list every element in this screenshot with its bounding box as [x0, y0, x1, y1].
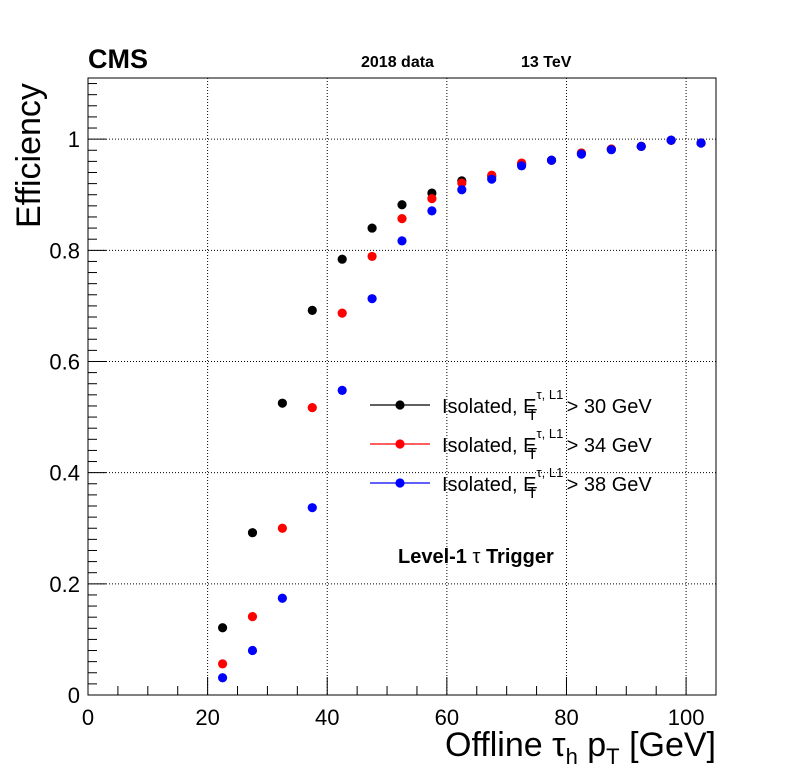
legend-marker	[395, 400, 405, 410]
series-3-point	[247, 645, 258, 656]
legend-label: Isolated, Eτ, L1 T > 34 GeV	[442, 426, 652, 463]
y-tick-label: 0.2	[49, 572, 80, 597]
series-1-point	[397, 200, 407, 210]
series-2-point	[247, 612, 258, 622]
x-tick-label: 100	[668, 705, 705, 730]
series-1-point	[307, 305, 317, 315]
x-tick-label: 60	[435, 705, 459, 730]
plot-frame	[87, 77, 717, 696]
series-2-point	[367, 251, 377, 262]
grid-lines	[88, 78, 716, 695]
series-3-point	[666, 135, 676, 145]
y-tick-label: 0.6	[49, 349, 80, 374]
series-2-point	[217, 659, 228, 669]
x-tick-label: 20	[195, 705, 219, 730]
series-1-point	[247, 528, 258, 538]
experiment-label: CMS	[88, 44, 148, 74]
legend-marker	[395, 478, 405, 488]
series-2-point	[307, 403, 317, 413]
series-3-point	[307, 503, 317, 513]
dataset-label: 2018 data	[361, 54, 434, 71]
series-3-point	[457, 185, 467, 195]
series-3-point	[217, 673, 228, 683]
series-1-point	[367, 223, 377, 233]
series-3-point	[546, 155, 557, 165]
legend-label: Isolated, Eτ, L1 T > 30 GeV	[442, 387, 652, 424]
series-3-point	[576, 149, 587, 159]
y-tick-label: 0.4	[49, 461, 80, 486]
series-3-point	[277, 593, 287, 603]
series-2-point	[457, 178, 467, 188]
series-3-point	[337, 385, 347, 395]
series-1-point	[217, 623, 228, 633]
series-2-point	[427, 194, 437, 204]
series-2-point	[337, 308, 347, 318]
legend-label: Isolated, Eτ, L1 T > 38 GeV	[442, 465, 652, 502]
series-1-point	[337, 254, 347, 264]
y-tick-label: 0	[68, 683, 80, 708]
x-tick-label: 0	[82, 705, 94, 730]
x-axis-title: Offline τh pT [GeV]	[445, 726, 716, 769]
series-3-point	[606, 145, 616, 155]
series-3-point	[636, 141, 646, 151]
energy-label: 13 TeV	[521, 54, 572, 71]
data-points	[217, 135, 706, 683]
series-2-point	[277, 523, 287, 533]
series-2-point	[397, 214, 407, 224]
x-tick-label: 40	[315, 705, 339, 730]
axis-ticks: 0 20 40 60 80 100 0 0.2 0.4 0.6 0.8 1	[49, 83, 705, 730]
y-tick-label: 1	[68, 127, 80, 152]
trigger-annotation: Level-1 τ Trigger	[398, 546, 554, 568]
y-tick-label: 0.8	[49, 238, 80, 263]
y-axis-title: Efficiency	[10, 83, 48, 228]
series-3-point	[397, 236, 407, 246]
x-tick-label: 80	[554, 705, 578, 730]
series-3-point	[367, 294, 377, 304]
series-3-point	[517, 161, 527, 171]
series-3-point	[696, 138, 706, 148]
series-3-point	[427, 206, 437, 216]
series-3-point	[487, 174, 497, 184]
series-1-point	[277, 398, 287, 408]
legend-marker	[395, 439, 405, 449]
